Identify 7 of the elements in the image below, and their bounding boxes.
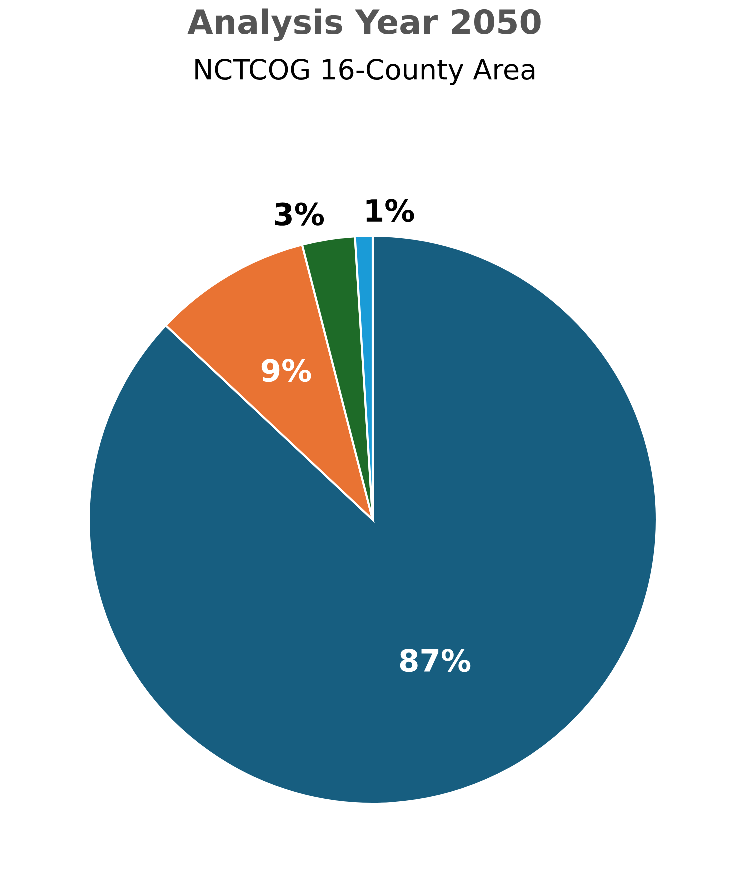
data-label: 87% bbox=[400, 649, 471, 672]
chart-subtitle: NCTCOG 16-County Area bbox=[196, 59, 535, 86]
data-label: 1% bbox=[366, 199, 414, 222]
chart-title: Analysis Year 2050 bbox=[188, 8, 541, 42]
data-label: 3% bbox=[275, 202, 324, 226]
data-label: 9% bbox=[262, 359, 312, 382]
pie-slice bbox=[88, 234, 658, 806]
